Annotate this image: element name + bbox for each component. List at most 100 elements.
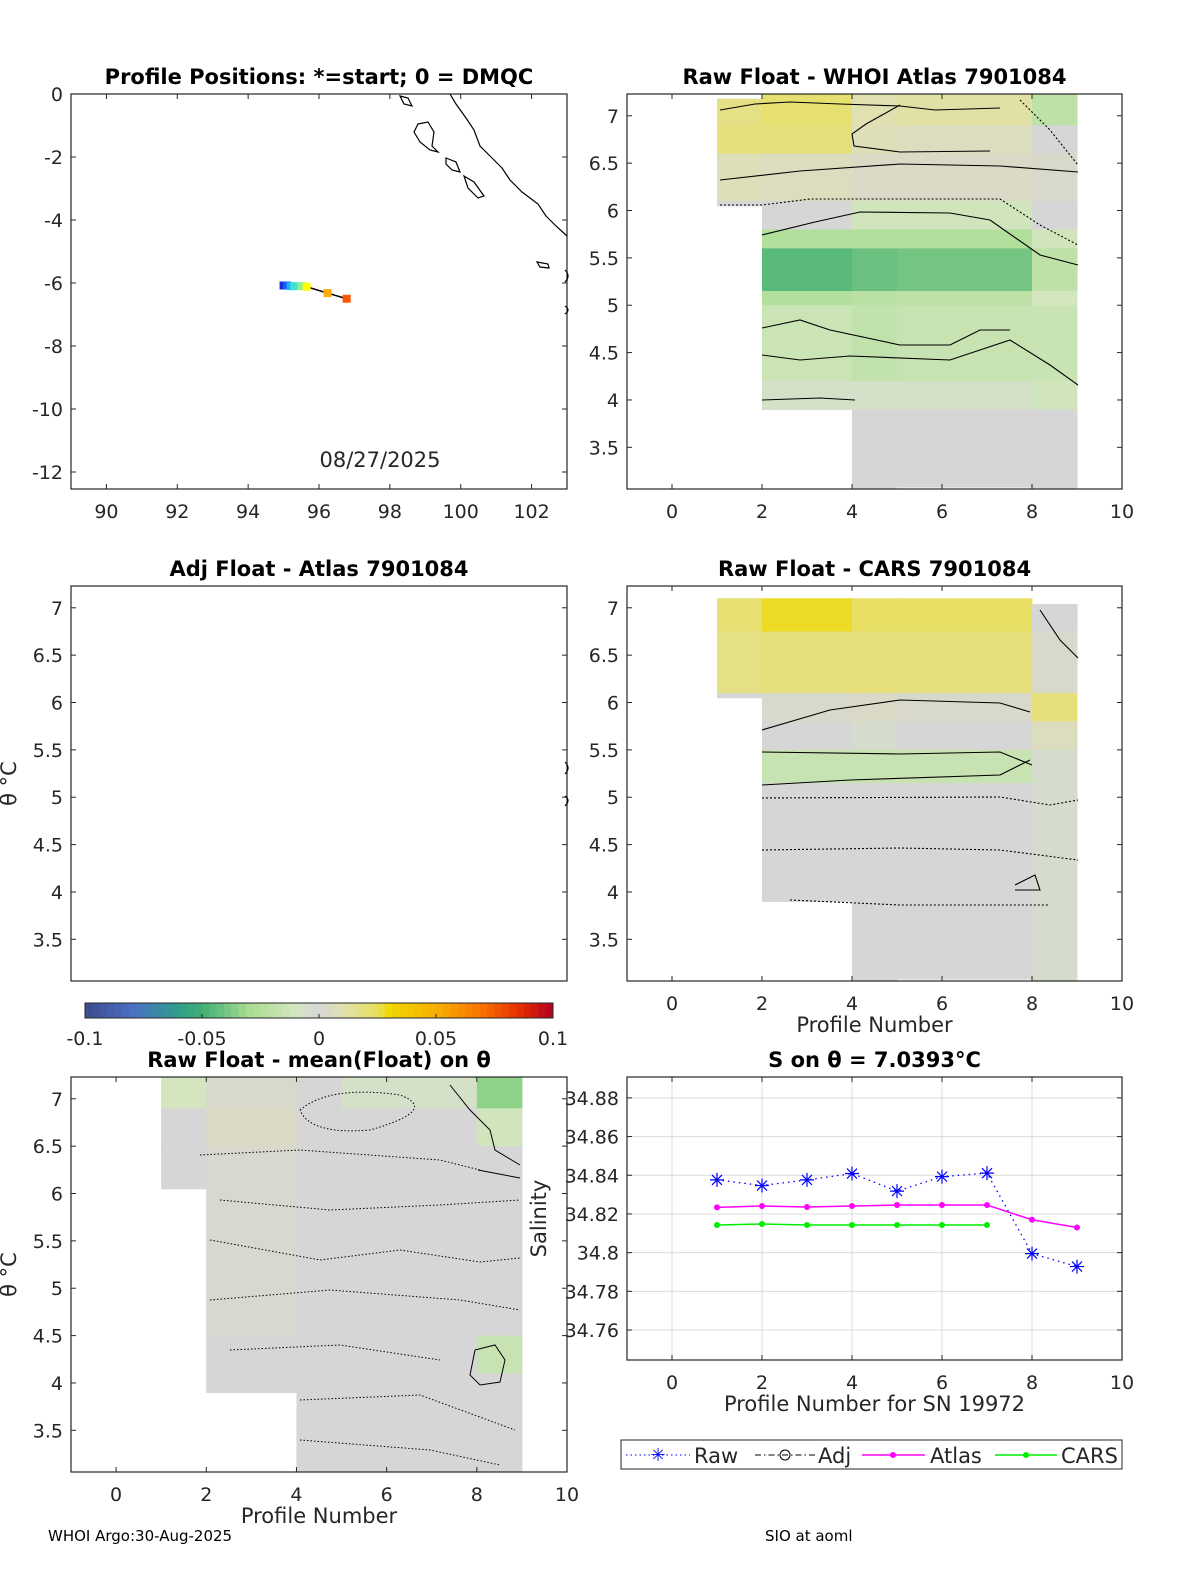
footer-left: WHOI Argo:30-Aug-2025: [48, 1527, 232, 1545]
profile-position-marker: [297, 282, 306, 291]
heatmap-cell: [1032, 291, 1078, 306]
heatmap-cell: [852, 94, 898, 126]
heatmap-cell: [897, 409, 1033, 488]
x-tick-label: 94: [236, 501, 260, 523]
heatmap-cell: [762, 598, 853, 632]
heatmap-cell: [852, 598, 898, 632]
heatmap-cell: [341, 1108, 478, 1147]
heatmap-cell: [1032, 381, 1078, 410]
colorbar-cell: [85, 1003, 93, 1018]
heatmap-cell: [161, 1077, 207, 1109]
heatmap-cell: [897, 598, 1033, 632]
heatmap-cell: [717, 598, 763, 632]
x-tick-label: 2: [756, 501, 768, 523]
heatmap-cell: [476, 1108, 523, 1147]
x-tick-label: 10: [1110, 993, 1134, 1015]
data-point-cars: [759, 1221, 765, 1228]
heatmap-cell: [762, 783, 853, 902]
x-tick-label: 8: [1026, 1372, 1038, 1394]
colorbar-cell: [487, 1003, 495, 1018]
heatmap-cell: [762, 229, 853, 249]
colorbar-cell: [92, 1003, 101, 1018]
y-tick-label: 4.5: [33, 1326, 63, 1348]
data-point-atlas: [894, 1202, 900, 1209]
colorbar-cell: [384, 1003, 393, 1018]
heatmap-cell: [852, 201, 898, 230]
y-tick-label: -10: [32, 399, 63, 421]
data-point-atlas: [849, 1203, 855, 1210]
axes-box: [626, 1076, 1123, 1361]
x-tick-label: 8: [1026, 501, 1038, 523]
colorbar-cell: [216, 1003, 225, 1018]
x-tick-label: 6: [381, 1484, 393, 1506]
y-tick-label: 5: [607, 787, 619, 809]
heatmap-cell: [717, 631, 763, 694]
heatmap-cell: [1032, 749, 1078, 784]
heatmap-cell: [1032, 409, 1078, 490]
legend-label-raw: Raw: [694, 1444, 738, 1468]
colorbar-cell: [231, 1003, 240, 1018]
y-tick-label: 5.5: [589, 248, 619, 270]
heatmap-cell: [206, 1108, 297, 1147]
colorbar-cell: [377, 1003, 386, 1018]
heatmap-cell: [341, 1373, 478, 1473]
y-tick-label: 7: [51, 1089, 63, 1111]
heatmap-cell: [897, 631, 1033, 694]
heatmap-cell: [852, 381, 898, 410]
heatmap-cell: [476, 1373, 523, 1473]
contours-raw-mean: [199, 1084, 521, 1466]
colorbar-cell: [128, 1003, 137, 1018]
heatmap-cell: [762, 721, 853, 751]
x-tick-label: 98: [378, 501, 402, 523]
x-tick-label: 92: [165, 501, 189, 523]
legend-label-atlas: Atlas: [930, 1444, 982, 1468]
y-tick-label: 4.5: [589, 343, 619, 365]
x-tick-label: 6: [936, 993, 948, 1015]
heatmap-cell: [762, 125, 853, 155]
y-tick-label: 0: [51, 84, 63, 106]
colorbar-cell: [538, 1003, 547, 1018]
asterisk-marker-icon: ✳: [650, 1445, 665, 1466]
heatmap-cell: [1032, 783, 1078, 982]
date-annotation: 08/27/2025: [319, 448, 440, 472]
heatmap-cell: [897, 305, 1033, 382]
heatmap-cell: [762, 305, 853, 382]
colorbar-cell: [202, 1003, 210, 1018]
x-tick-label: 8: [1026, 993, 1038, 1015]
y-tick-label: 34.84: [565, 1165, 619, 1187]
colorbar-cell: [180, 1003, 188, 1018]
profile-position-marker: [323, 289, 332, 298]
x-tick-label: 0: [666, 993, 678, 1015]
heatmap-cell: [852, 721, 898, 751]
heatmap-cell: [1032, 153, 1078, 202]
colorbar-cell: [297, 1003, 305, 1018]
heatmap-cell: [897, 229, 1033, 249]
colorbar-cell: [333, 1003, 342, 1018]
profile-position-marker: [342, 294, 351, 303]
heatmap-cell: [897, 153, 1033, 202]
heatmap-cell: [852, 248, 898, 292]
colorbar-cell: [348, 1003, 357, 1018]
colorbar-cell: [194, 1003, 203, 1018]
colorbar-cell: [267, 1003, 276, 1018]
colorbar-cell: [165, 1003, 174, 1018]
x-tick-label: 2: [756, 993, 768, 1015]
colorbar-cell: [275, 1003, 283, 1018]
y-tick-label: 6: [607, 201, 619, 223]
x-tick-label: 8: [471, 1484, 483, 1506]
contours-raw-cars: [761, 609, 1079, 906]
colorbar-cell: [545, 1003, 554, 1018]
y-tick-label: 6: [51, 1184, 63, 1206]
raw-cars-panel: 0 2 4 6 8 10 7 6.5 6 5.5 5 4.5 4 3.5 Raw Float - CARS …: [589, 557, 1134, 1037]
adj-atlas-panel: 7 6.5 6 5.5 5 4.5 4 3.5 Adj Float - Atlas 790108…: [0, 557, 568, 982]
y-tick-label: 6: [51, 693, 63, 715]
y-axis-label: θ °C: [0, 1252, 21, 1297]
y-tick-label: -4: [44, 210, 63, 232]
data-point-atlas: [714, 1204, 720, 1211]
y-tick-label: 34.78: [565, 1281, 619, 1303]
circle-marker-icon: [779, 1449, 791, 1461]
colorbar-cell: [143, 1003, 152, 1018]
y-tick-label: 4: [51, 882, 63, 904]
data-point-cars: [849, 1221, 855, 1228]
colorbar-cell: [304, 1003, 313, 1018]
